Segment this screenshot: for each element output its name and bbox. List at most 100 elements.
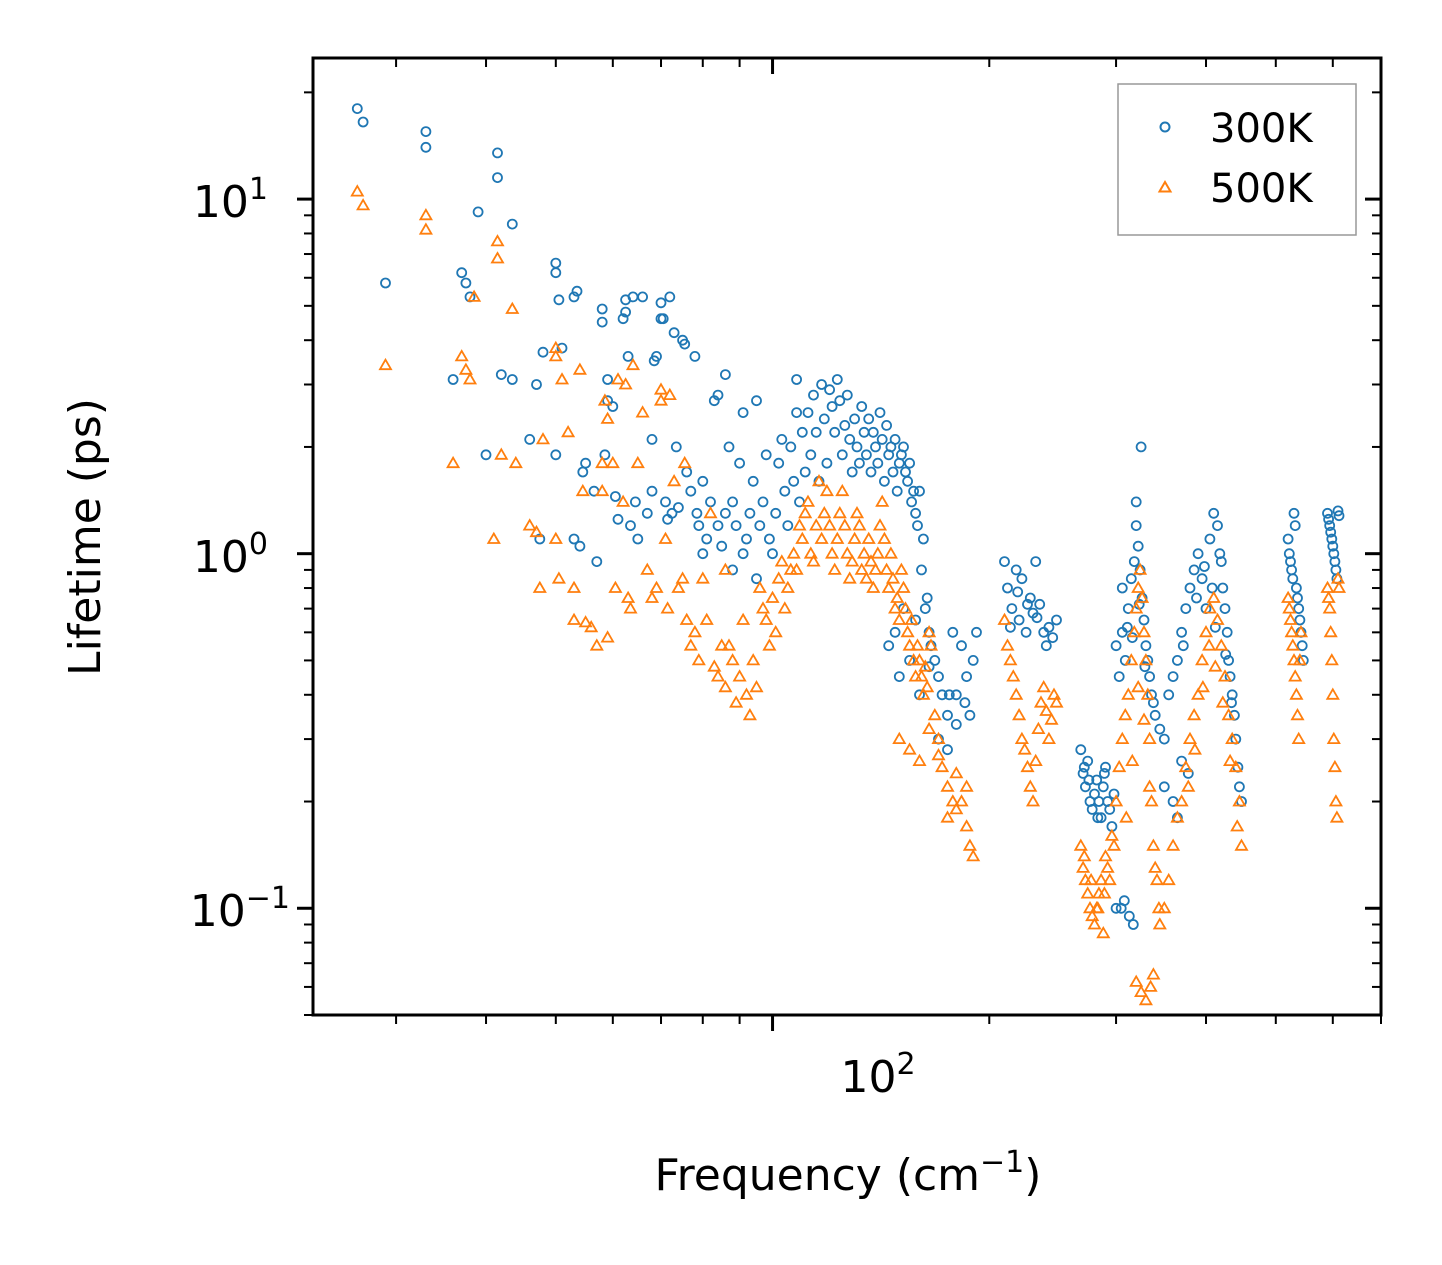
data-point-300k [685,485,697,497]
data-point-500k [1096,926,1111,939]
legend-marker-500k [1157,180,1173,193]
data-point-500k [959,819,974,832]
data-point-500k [1217,669,1233,682]
data-point-500k [1195,680,1210,693]
data-point-500k [847,531,862,544]
data-point-300k [1013,614,1025,626]
data-point-300k [764,533,775,545]
data-point-500k [1198,625,1214,638]
data-point-300k [950,719,962,730]
data-point-300k [534,533,546,545]
data-point-300k [836,449,848,461]
data-point-300k [1118,895,1130,907]
data-point-300k [1099,768,1110,779]
data-point-500k [561,425,576,438]
data-point-500k [940,779,955,792]
data-point-500k [798,506,813,519]
data-point-300k [1223,655,1234,666]
data-point-500k [578,615,593,628]
data-point-500k [610,372,626,385]
data-point-300k [1005,621,1016,633]
data-point-300k [1130,520,1142,531]
data-point-300k [964,709,976,721]
data-point-300k [1324,520,1336,531]
data-point-500k [1112,759,1127,773]
data-point-500k [618,377,633,390]
data-point-300k [834,395,846,407]
data-point-300k [741,533,752,545]
data-point-500k [1329,810,1344,823]
data-point-500k [912,653,927,666]
data-point-300k [1188,564,1200,576]
data-point-300k [1083,774,1095,786]
data-point-300k [1010,564,1022,576]
data-point-500k [1090,901,1105,914]
data-point-500k [1094,872,1109,886]
data-point-300k [876,433,888,445]
data-point-300k [757,496,769,508]
y-tick-label: 10−1 [190,881,290,937]
data-point-300k [1332,505,1344,517]
data-point-300k [506,218,518,230]
data-point-500k [945,794,960,807]
data-point-300k [472,206,484,218]
data-point-300k [1296,640,1308,652]
data-point-500k [922,721,937,734]
data-point-500k [1009,687,1024,700]
data-point-500k [683,638,698,651]
data-point-300k [1116,582,1128,594]
data-point-500k [467,289,482,302]
data-point-500k [1119,810,1134,823]
data-point-300k [1020,626,1032,638]
data-point-300k [839,419,851,431]
data-point-500k [529,524,544,538]
data-point-300k [1031,612,1043,624]
data-point-500k [703,506,718,519]
data-point-500k [1323,625,1338,638]
data-point-300k [816,379,827,390]
data-point-500k [1144,794,1159,807]
data-point-500k [1328,794,1343,807]
plot-frame [311,56,1383,1017]
data-point-300k [568,533,580,545]
data-point-500k [819,483,834,497]
data-point-500k [623,601,638,614]
data-point-300k [723,441,735,453]
data-point-500k [854,562,869,575]
data-point-500k [1288,669,1303,682]
data-point-300k [447,374,459,385]
y-tick-label: 101 [193,172,268,228]
data-point-500k [1109,794,1124,807]
data-point-500k [1006,669,1021,682]
data-point-500k [1326,731,1341,744]
data-point-300k [591,556,603,567]
data-point-300k [959,697,971,709]
data-point-300k [727,496,738,508]
data-point-300k [1097,781,1109,793]
data-point-300k [971,626,982,638]
data-point-300k [712,389,724,401]
data-point-500k [835,483,850,497]
data-point-300k [1047,632,1059,643]
data-point-300k [1040,640,1052,652]
data-point-500k [863,554,879,567]
data-point-300k [1043,621,1055,633]
legend-marker-300k [1159,121,1171,133]
data-point-500k [949,766,964,779]
data-point-500k [1281,590,1296,603]
data-point-500k [505,301,520,314]
data-point-500k [378,357,393,371]
data-point-500k [959,779,974,792]
data-point-300k [1113,671,1125,682]
data-point-300k [1138,614,1150,626]
data-point-300k [537,346,549,358]
data-point-300k [1192,548,1204,560]
data-point-500k [1170,810,1185,823]
data-point-500k [875,494,890,507]
data-point-500k [1104,828,1119,841]
data-point-300k [751,573,762,585]
data-point-500k [792,518,807,531]
data-point-500k [625,357,641,371]
data-point-500k [1073,838,1088,851]
data-point-500k [900,625,915,638]
